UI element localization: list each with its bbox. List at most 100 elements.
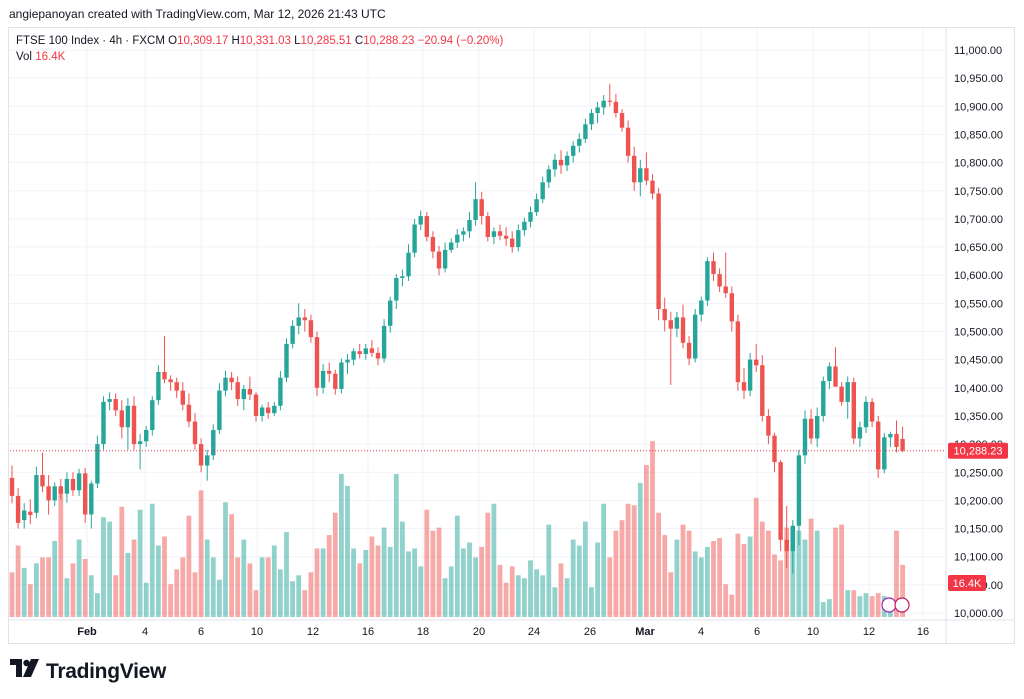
- volume-bar: [168, 584, 173, 617]
- candle-body: [723, 286, 728, 294]
- volume-bar: [595, 542, 600, 617]
- last-volume-badge-text: 16.4K: [953, 578, 982, 590]
- volume-bar: [186, 515, 192, 617]
- volume-bar: [540, 575, 546, 617]
- volume-bar: [796, 530, 802, 617]
- volume-bar: [723, 584, 729, 617]
- tradingview-logo-icon: [10, 659, 40, 684]
- candle-body: [589, 113, 594, 125]
- volume-bar: [58, 488, 64, 617]
- volume-bar: [52, 541, 58, 617]
- legend-symbol[interactable]: FTSE 100 Index · 4h · FXCM: [16, 35, 165, 47]
- candle-body: [839, 386, 844, 402]
- candle-body: [796, 455, 802, 526]
- volume-bar: [131, 539, 137, 617]
- time-tick-label: 10: [251, 626, 263, 638]
- volume-bar: [64, 578, 70, 617]
- candle-body: [58, 486, 63, 494]
- candle-body: [156, 372, 161, 401]
- last-price-badge-text: 10,288.23: [954, 446, 1003, 458]
- volume-bar: [698, 557, 704, 617]
- volume-bar: [747, 536, 753, 617]
- candle-body: [64, 479, 70, 494]
- legend-low-label: L: [294, 35, 301, 47]
- time-tick-label: 16: [362, 626, 374, 638]
- price-tick-label: 10,400.00: [954, 383, 1003, 395]
- candle-body: [491, 231, 497, 237]
- legend-low-value: 10,285.51: [300, 35, 352, 47]
- candle-body: [34, 475, 39, 513]
- candle-body: [534, 199, 539, 213]
- volume-bar: [436, 527, 442, 617]
- volume-bar: [247, 563, 253, 617]
- time-tick-label: Feb: [77, 626, 97, 638]
- candle-body: [296, 317, 301, 326]
- candle-body: [394, 278, 399, 301]
- last-volume-badge: [948, 575, 986, 591]
- volume-bar: [107, 521, 112, 617]
- candle-body: [180, 390, 185, 405]
- volume-bar: [607, 557, 613, 617]
- candle-body: [418, 216, 423, 225]
- time-tick-label: 6: [198, 626, 204, 638]
- volume-bar: [637, 482, 643, 617]
- volume-bar: [619, 520, 625, 617]
- price-tick-label: 10,450.00: [954, 355, 1003, 367]
- candle-body: [223, 377, 228, 391]
- volume-bar: [875, 593, 881, 617]
- chart-frame[interactable]: 11,000.00 10,950.00 10,900.00 10,850.00 10,8…: [8, 27, 1015, 644]
- candle-body: [656, 193, 661, 309]
- candle-body: [747, 359, 753, 391]
- volume-bar: [686, 530, 692, 617]
- volume-bar: [644, 465, 649, 617]
- volume-bar: [650, 441, 655, 617]
- volume-bar: [406, 551, 411, 617]
- volume-bar: [802, 539, 808, 617]
- price-tick-label: 10,800.00: [954, 158, 1003, 170]
- price-tick-label: 10,900.00: [954, 101, 1003, 113]
- candle-body: [76, 473, 82, 491]
- volume-bar: [357, 563, 363, 617]
- price-tick-label: 10,250.00: [954, 467, 1003, 479]
- volume-bar: [509, 566, 515, 617]
- price-tick-label: 11,000.00: [954, 45, 1002, 57]
- volume-bar: [302, 590, 308, 617]
- candle-body: [876, 421, 881, 470]
- brand[interactable]: TradingView: [10, 659, 166, 684]
- candle-body: [205, 455, 210, 466]
- candle-body: [150, 400, 155, 431]
- candle-body: [717, 274, 722, 287]
- price-tick-label: 10,550.00: [954, 298, 1003, 310]
- volume-bar: [613, 530, 619, 617]
- candle-body: [894, 433, 899, 447]
- price-tick-label: 10,600.00: [954, 270, 1003, 282]
- candle-body: [784, 539, 789, 552]
- candle-body: [790, 525, 795, 552]
- candle-body: [711, 261, 716, 275]
- candle-body: [845, 382, 850, 402]
- volume-bars: [9, 441, 905, 617]
- price-tick-label: 10,200.00: [954, 495, 1003, 507]
- volume-bar: [125, 552, 131, 617]
- volume-bar: [778, 560, 783, 617]
- candle-body: [357, 351, 362, 355]
- candlestick-chart[interactable]: 11,000.00 10,950.00 10,900.00 10,850.00 10,8…: [9, 28, 1014, 643]
- volume-bar: [808, 518, 814, 617]
- volume-bar: [442, 578, 448, 617]
- time-axis: Feb 4 6 10 12 16 18 20 24 26 Mar 4 6 10 12 16: [77, 626, 929, 638]
- candle-body: [345, 359, 350, 363]
- volume-bar: [27, 584, 33, 617]
- time-tick-label: 12: [863, 626, 875, 638]
- time-tick-label: 6: [754, 626, 760, 638]
- time-tick-label: 4: [142, 626, 148, 638]
- volume-bar: [515, 575, 521, 617]
- volume-bar: [95, 593, 100, 617]
- volume-bar: [271, 545, 277, 617]
- volume-bar: [674, 539, 680, 617]
- candle-body: [540, 182, 545, 200]
- candle-body: [375, 352, 381, 359]
- legend-volume-label[interactable]: Vol: [16, 51, 32, 63]
- candle-body: [650, 180, 655, 194]
- volume-bar: [369, 536, 375, 617]
- price-tick-label: 10,000.00: [954, 608, 1003, 620]
